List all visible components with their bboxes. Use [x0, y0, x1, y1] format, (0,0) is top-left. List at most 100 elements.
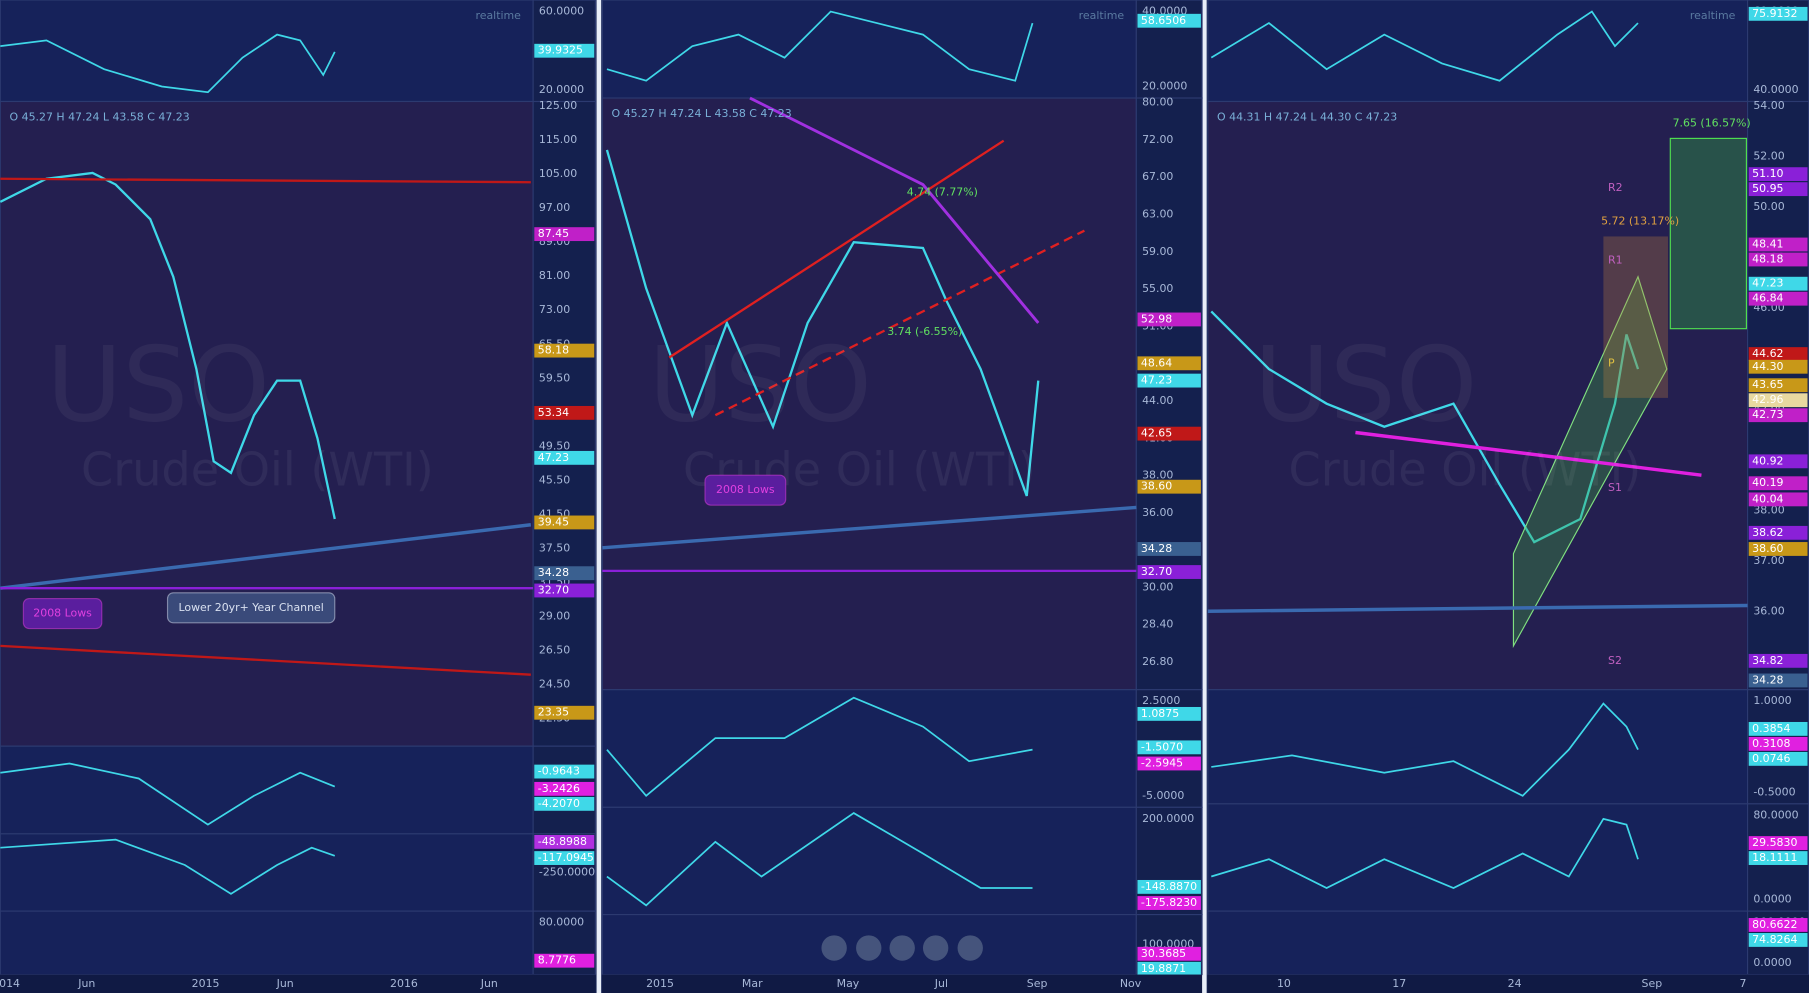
price-badge-text: -4.2070 [538, 797, 580, 810]
time-tick-label: May [837, 977, 860, 990]
price-badge-text: 51.10 [1752, 167, 1783, 180]
time-tick-label: 2015 [192, 977, 220, 990]
pane [0, 0, 534, 103]
price-badge [1748, 836, 1808, 850]
scroll-right-button[interactable] [957, 935, 983, 961]
price-badge [1137, 312, 1201, 327]
price-badge-text: 50.95 [1752, 182, 1783, 195]
price-tick-label: 80.0000 [1753, 808, 1798, 821]
price-badge-text: 52.98 [1141, 312, 1172, 325]
time-tick-label: 17 [1392, 977, 1406, 990]
price-tick-label: 105.00 [539, 167, 577, 180]
price-badge [1137, 879, 1201, 894]
time-tick-label: 2016 [390, 977, 418, 990]
price-badge [1137, 426, 1201, 441]
price-badge [1137, 565, 1201, 579]
price-tick-label: 50.00 [1753, 200, 1784, 213]
time-tick-label: Mar [742, 977, 763, 990]
price-tick-label: 26.80 [1142, 655, 1173, 668]
price-badge [1748, 492, 1808, 507]
price-badge [1748, 476, 1808, 491]
price-badge [534, 583, 595, 598]
time-axis [1207, 974, 1809, 993]
watermark: Crude Oil (WTI) [81, 442, 434, 496]
price-tick-label: -5.0000 [1142, 789, 1184, 802]
oscillator [1210, 10, 1639, 82]
price-badge-text: -148.8870 [1141, 880, 1197, 893]
price-badge-text: -3.2426 [538, 782, 580, 795]
moving-average [749, 96, 1040, 324]
oscillator [1211, 702, 1639, 797]
price-tick-label: 125.00 [539, 99, 577, 112]
annotation-box [166, 592, 336, 624]
trend-line [1207, 603, 1748, 613]
price-badge-text: 40.04 [1752, 492, 1783, 505]
price-badge-text: 42.65 [1141, 427, 1172, 440]
price-badge-text: 18.1111 [1752, 851, 1797, 864]
price-badge-text: 74.8264 [1752, 933, 1797, 946]
pane [601, 689, 1137, 808]
price-badge-text: -48.8988 [538, 835, 587, 848]
time-tick-label: Sep [1642, 977, 1663, 990]
price-tick-label: 45.50 [539, 473, 570, 486]
ohlc-header: O 45.27 H 47.24 L 43.58 C 47.23 [10, 111, 190, 124]
price-badge-text: 32.70 [538, 583, 569, 596]
price-badge-text: 42.96 [1752, 393, 1783, 406]
time-tick-label: 7 [1739, 977, 1746, 990]
time-tick-label: Sep [1027, 977, 1048, 990]
price-badge-text: 34.28 [1752, 673, 1783, 686]
price-badge-text: 43.65 [1752, 378, 1783, 391]
pane [601, 806, 1137, 916]
price-tick-label: 59.50 [539, 371, 570, 384]
price-tick-label: 115.00 [539, 133, 577, 146]
annotation: R1 [1608, 254, 1623, 267]
ohlc-header: O 44.31 H 47.24 L 44.30 C 47.23 [1217, 111, 1397, 124]
annotation: 2008 Lows [716, 483, 775, 496]
price-badge [534, 953, 595, 968]
price-tick-label: 52.00 [1753, 150, 1784, 163]
zoom-in-button[interactable] [922, 935, 949, 961]
price-badge [1748, 167, 1808, 182]
price-line [1210, 310, 1640, 544]
annotation: 3.74 (-6.55%) [887, 325, 962, 338]
price-badge [1748, 454, 1808, 469]
price-badge [1748, 182, 1808, 197]
oscillator [606, 10, 1034, 82]
pane [1207, 910, 1749, 976]
oscillator [1211, 817, 1639, 890]
price-badge-text: 44.30 [1752, 360, 1783, 373]
watermark: Crude Oil (WTI) [1289, 442, 1642, 496]
annotation: S1 [1608, 481, 1622, 494]
price-badge [534, 450, 595, 465]
ohlc-header: O 45.27 H 47.24 L 43.58 C 47.23 [612, 107, 792, 120]
price-badge-text: 58.18 [538, 344, 569, 357]
oscillator [606, 696, 1033, 797]
price-badge-text: 75.9132 [1752, 7, 1797, 20]
price-badge-text: -0.9643 [538, 765, 580, 778]
price-badge-text: 19.8871 [1141, 962, 1186, 975]
price-tick-label: 80.00 [1142, 96, 1173, 109]
price-tick-label: 40.0000 [1753, 83, 1798, 96]
price-badge [1137, 373, 1201, 388]
watermark: USO [648, 325, 872, 445]
annotation: 7.65 (16.57%) [1673, 116, 1751, 129]
price-tick-label: 60.0000 [539, 5, 584, 18]
price-badge [1748, 736, 1808, 751]
trend-line [668, 139, 1005, 359]
scroll-left-button[interactable] [821, 935, 847, 961]
price-tick-label: 38.00 [1753, 503, 1784, 516]
price-badge-text: 47.23 [538, 451, 569, 464]
annotation: S2 [1608, 654, 1622, 667]
trend-line [0, 177, 531, 184]
price-badge [534, 851, 595, 865]
watermark: USO [1254, 325, 1478, 445]
pane [601, 97, 1137, 691]
oscillator [0, 33, 336, 94]
price-badge-text: -175.8230 [1141, 896, 1197, 909]
reset-button[interactable] [889, 935, 915, 961]
zoom-out-button[interactable] [856, 935, 882, 961]
price-badge-text: 87.45 [538, 227, 569, 240]
price-badge-text: 47.23 [1752, 277, 1783, 290]
realtime-label: realtime [1079, 9, 1125, 22]
